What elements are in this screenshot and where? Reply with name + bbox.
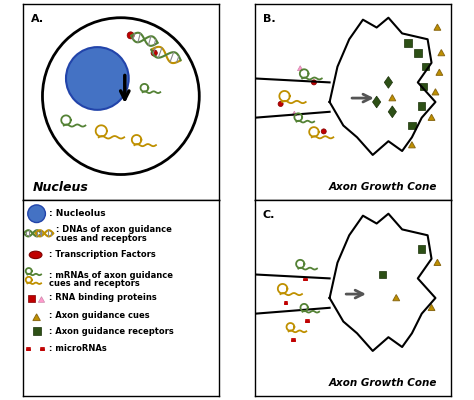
Ellipse shape — [29, 251, 42, 259]
Text: : RNA binding proteins: : RNA binding proteins — [49, 294, 157, 302]
Bar — [418, 102, 426, 110]
Polygon shape — [298, 66, 303, 71]
Text: A.: A. — [31, 14, 44, 24]
Text: : Axon guidance receptors: : Axon guidance receptors — [49, 327, 174, 336]
Bar — [404, 40, 412, 47]
Polygon shape — [389, 95, 396, 101]
Polygon shape — [436, 69, 443, 75]
Bar — [418, 245, 426, 253]
Polygon shape — [428, 114, 435, 120]
Circle shape — [28, 205, 46, 222]
Polygon shape — [432, 89, 439, 95]
Polygon shape — [384, 76, 392, 88]
Polygon shape — [428, 304, 435, 310]
Circle shape — [127, 32, 134, 39]
Text: cues and receptors: cues and receptors — [56, 234, 147, 243]
Text: : Nucleolus: : Nucleolus — [49, 209, 106, 218]
Circle shape — [278, 102, 283, 106]
Text: : Transcription Factors: : Transcription Factors — [49, 250, 156, 259]
Text: Axon Growth Cone: Axon Growth Cone — [328, 182, 437, 192]
Text: : Axon guidance cues: : Axon guidance cues — [49, 311, 150, 320]
Circle shape — [151, 50, 157, 56]
Circle shape — [321, 129, 326, 134]
Bar — [28, 295, 35, 302]
Text: B.: B. — [263, 14, 275, 24]
Polygon shape — [438, 50, 445, 56]
Bar — [379, 271, 386, 278]
Text: : mRNAs of axon guidance: : mRNAs of axon guidance — [49, 271, 173, 280]
Polygon shape — [388, 106, 396, 118]
Polygon shape — [434, 259, 441, 266]
Polygon shape — [38, 297, 45, 302]
Polygon shape — [33, 314, 40, 320]
Circle shape — [66, 47, 129, 110]
Bar — [414, 49, 421, 57]
Text: cues and receptors: cues and receptors — [49, 279, 140, 288]
Polygon shape — [393, 294, 400, 301]
Text: : DNAs of axon guidance: : DNAs of axon guidance — [56, 225, 172, 234]
Polygon shape — [409, 142, 415, 148]
Polygon shape — [373, 96, 381, 108]
Text: : microRNAs: : microRNAs — [49, 344, 107, 354]
Text: Nucleus: Nucleus — [33, 181, 89, 194]
Polygon shape — [434, 24, 441, 30]
Text: C.: C. — [263, 210, 275, 220]
Bar — [33, 327, 40, 335]
Bar — [408, 122, 416, 129]
Circle shape — [311, 80, 317, 85]
Bar — [420, 82, 428, 90]
Text: Axon Growth Cone: Axon Growth Cone — [328, 378, 437, 388]
Polygon shape — [292, 111, 297, 116]
Bar — [422, 63, 429, 70]
